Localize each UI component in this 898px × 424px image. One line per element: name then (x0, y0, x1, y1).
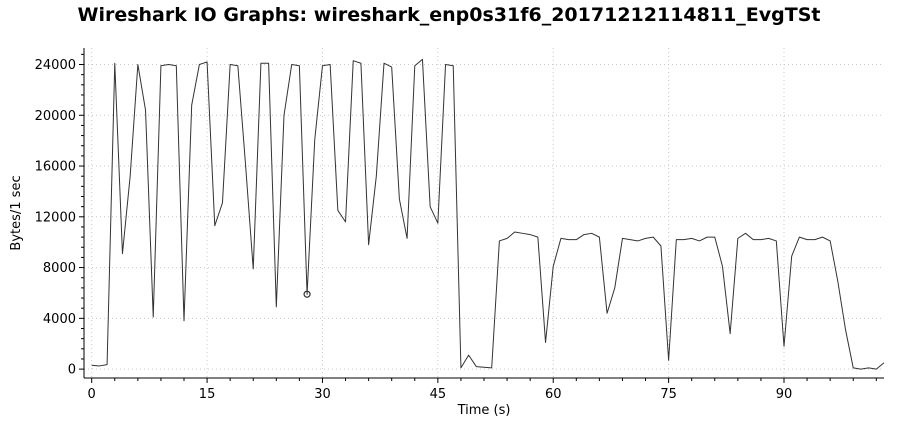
grid (84, 48, 884, 378)
series (91, 58, 885, 370)
y-axis-title: Bytes/1 sec (9, 175, 24, 250)
x-tick-label: 90 (776, 387, 793, 402)
axes (79, 48, 884, 383)
series-line (91, 58, 885, 370)
x-tick-label: 15 (199, 387, 216, 402)
point-marker (303, 290, 311, 298)
x-tick-label: 60 (545, 387, 562, 402)
x-tick-label: 75 (660, 387, 677, 402)
y-tick-label: 8000 (43, 261, 76, 276)
x-axis-title: Time (s) (457, 403, 511, 418)
y-tick-label: 16000 (35, 160, 76, 175)
chart-title: Wireshark IO Graphs: wireshark_enp0s31f6… (77, 4, 821, 26)
y-tick-label: 0 (68, 363, 76, 378)
y-tick-label: 12000 (35, 210, 76, 225)
x-tick-label: 0 (88, 387, 96, 402)
y-tick-label: 4000 (43, 312, 76, 327)
y-tick-label: 24000 (35, 58, 76, 73)
labels: 0 15 30 45 60 75 90 0 4000 8000 12000 16000 20000 240… (9, 58, 792, 418)
x-tick-label: 30 (314, 387, 331, 402)
y-tick-label: 20000 (35, 109, 76, 124)
x-tick-label: 45 (430, 387, 447, 402)
